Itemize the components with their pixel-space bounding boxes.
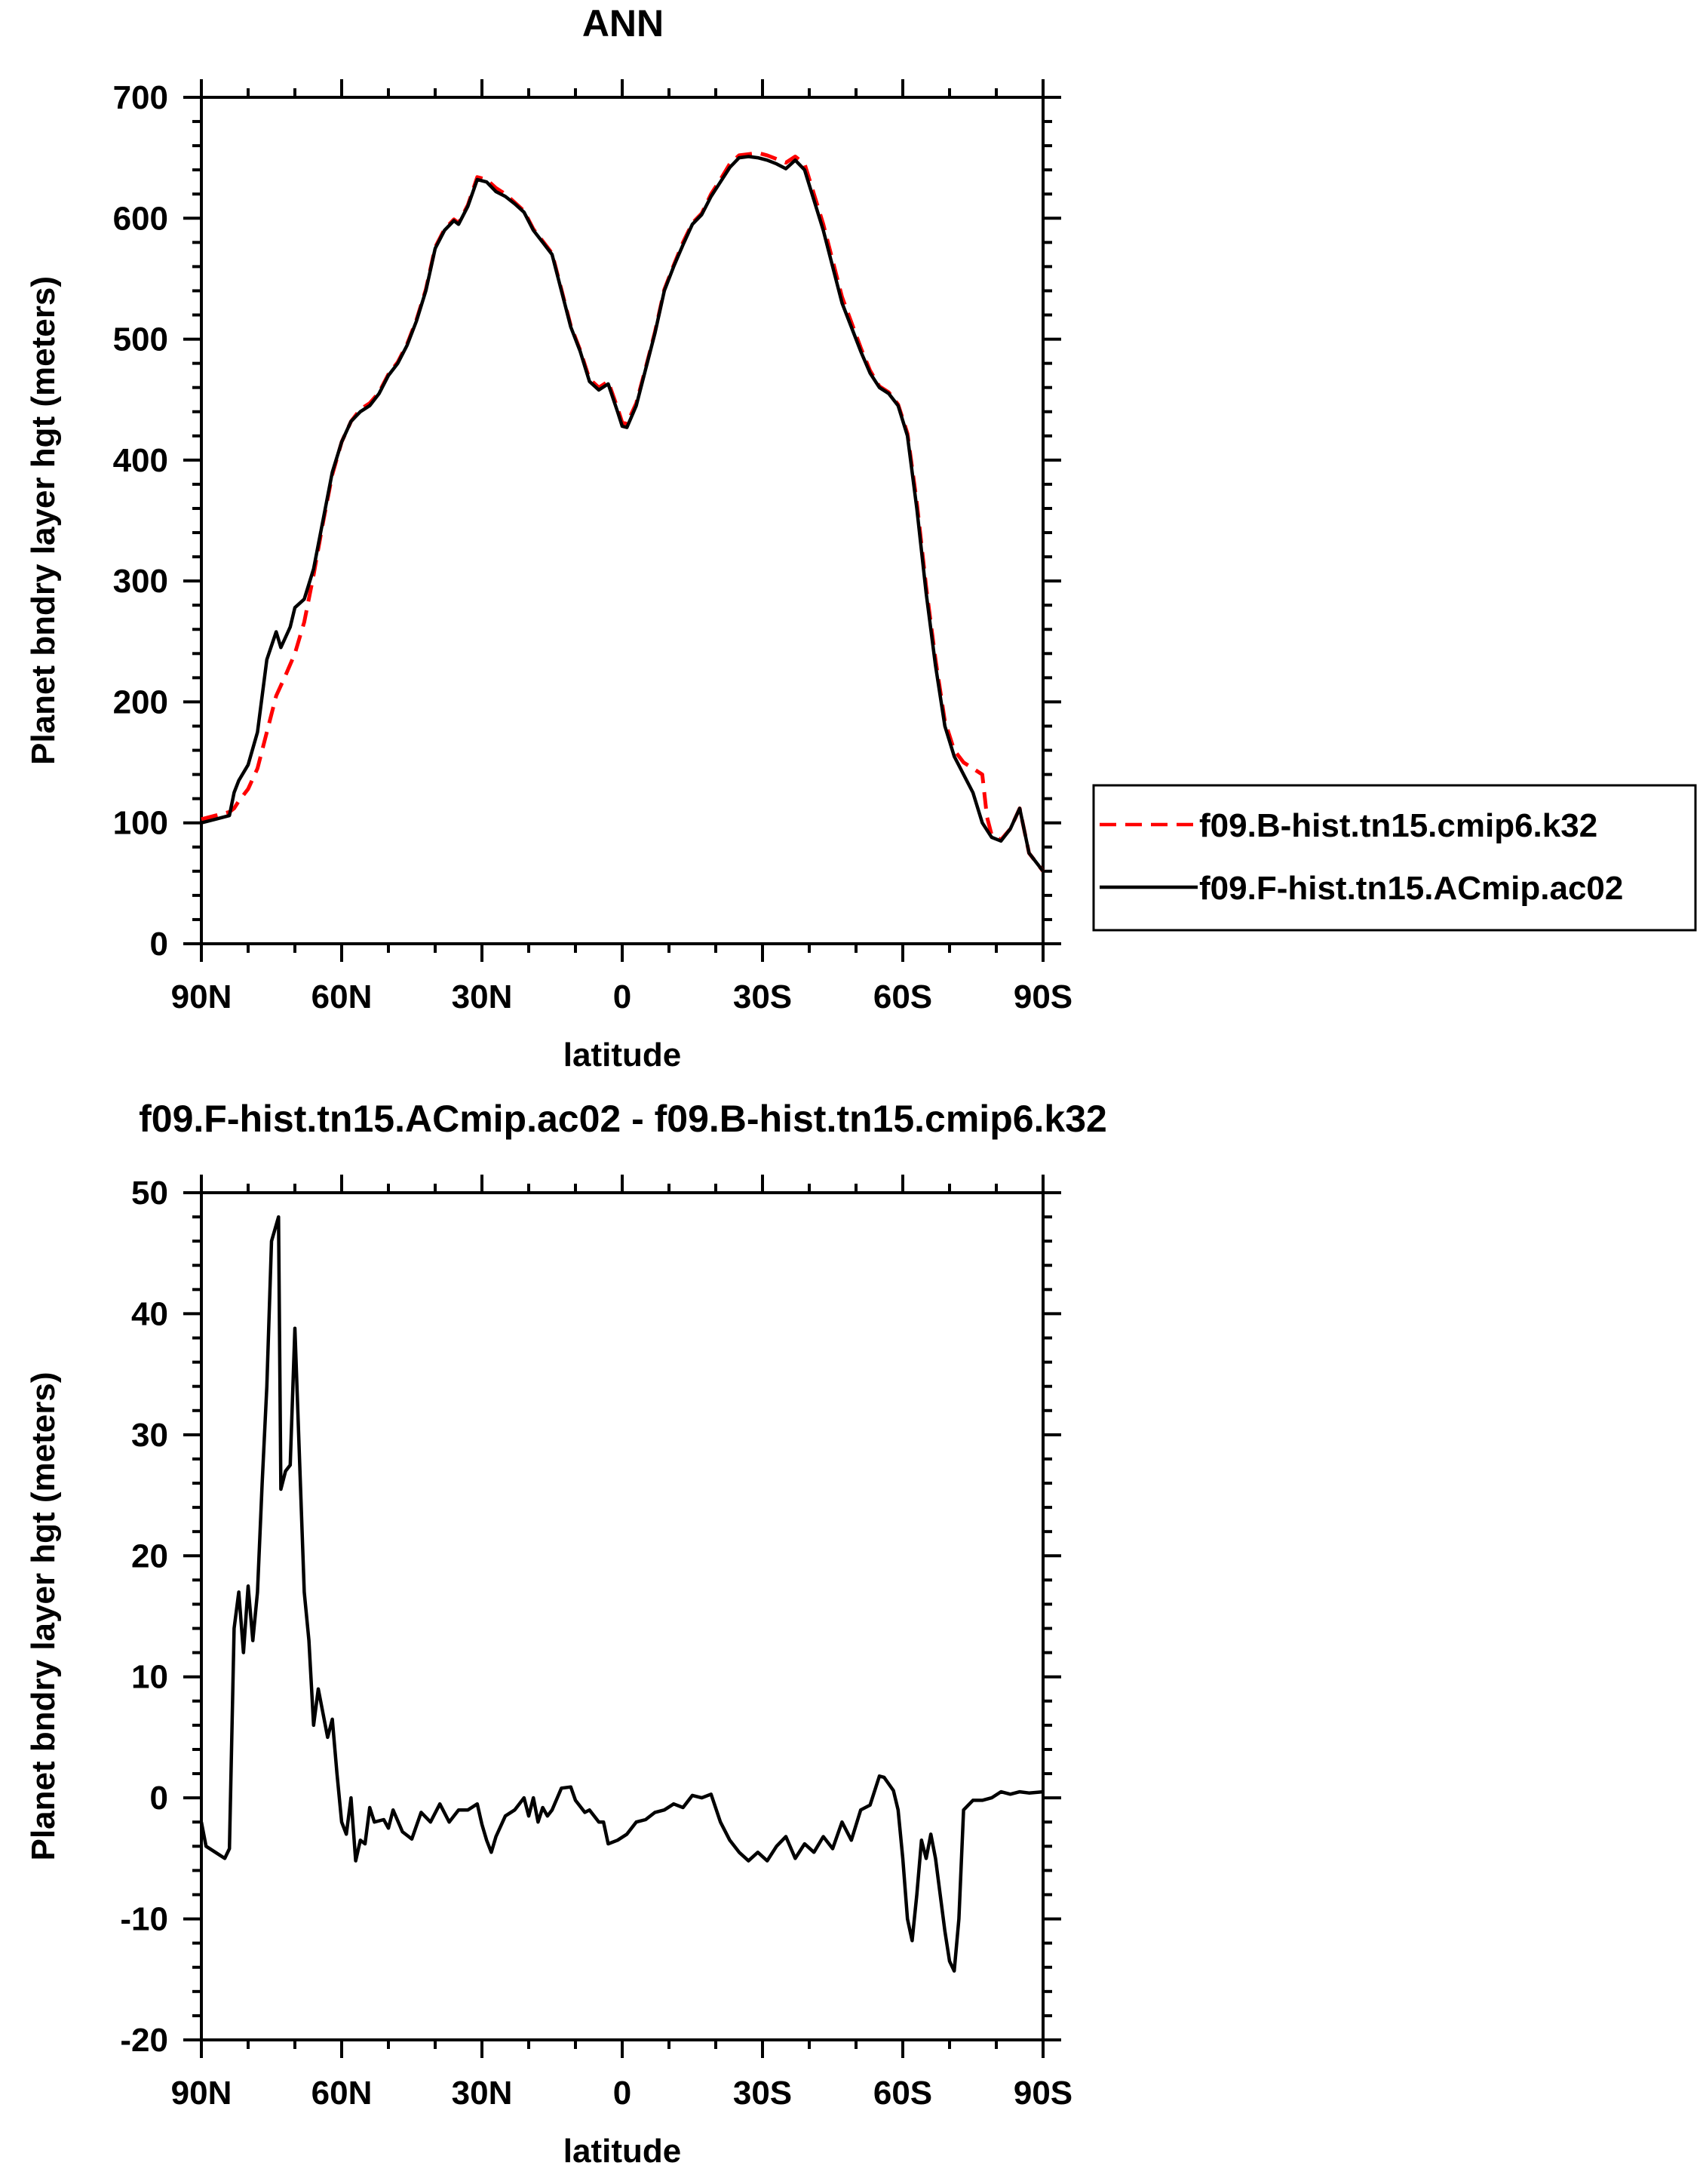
x-tick-label: 60N <box>311 978 373 1015</box>
y-tick-label: 20 <box>131 1537 168 1574</box>
x-tick-label: 30N <box>452 978 513 1015</box>
y-tick-label: 400 <box>113 442 168 479</box>
y-tick-label: 10 <box>131 1659 168 1696</box>
series-line-f-hist <box>201 155 1045 873</box>
y-tick-label: 40 <box>131 1295 168 1332</box>
legend: f09.B-hist.tn15.cmip6.k32 f09.F-hist.tn15… <box>1092 784 1697 932</box>
x-tick-label: 30S <box>733 2075 792 2112</box>
legend-label: f09.B-hist.tn15.cmip6.k32 <box>1199 807 1597 844</box>
y-tick-label: 700 <box>113 79 168 116</box>
y-tick-label: 50 <box>131 1175 168 1212</box>
y-tick-label: 0 <box>150 1780 168 1817</box>
x-tick-label: 60S <box>873 2075 932 2112</box>
y-tick-label: 0 <box>150 926 168 963</box>
y-tick-label: 30 <box>131 1417 168 1454</box>
x-tick-label: 90S <box>1014 978 1072 1015</box>
x-tick-label: 0 <box>613 978 631 1015</box>
top-plot: 90N 60N 30N 0 30S 60S 90S 0 100 200 300 400 500 600 70… <box>25 79 1072 1074</box>
x-tick-label: 60N <box>311 2075 373 2112</box>
x-tick-label: 30N <box>452 2075 513 2112</box>
plot-frame <box>200 1191 1045 2041</box>
top-chart-title: ANN <box>582 2 664 45</box>
bottom-chart-title: f09.F-hist.tn15.ACmip.ac02 - f09.B-hist.… <box>139 1098 1107 1140</box>
y-tick-label: 100 <box>113 805 168 842</box>
bottom-plot: 90N 60N 30N 0 30S 60S 90S -20 -10 0 10 20 30 40 50 lati… <box>25 1175 1072 2170</box>
x-tick-label: 90S <box>1014 2075 1072 2112</box>
y-axis-label: Planet bndry layer hgt (meters) <box>25 276 62 765</box>
y-tick-label: 300 <box>113 563 168 600</box>
series-line-difference <box>199 1215 1044 1973</box>
x-axis-label: latitude <box>563 2133 681 2170</box>
x-tick-label: 60S <box>873 978 932 1015</box>
y-tick-label: 600 <box>113 200 168 237</box>
x-tick-label: 0 <box>613 2075 631 2112</box>
y-tick-label: 500 <box>113 321 168 358</box>
y-tick-label: -10 <box>120 1901 168 1938</box>
x-tick-label: 30S <box>733 978 792 1015</box>
x-tick-label: 90N <box>171 978 232 1015</box>
legend-box <box>1092 784 1697 932</box>
legend-label: f09.F-hist.tn15.ACmip.ac02 <box>1199 870 1623 907</box>
y-axis-label: Planet bndry layer hgt (meters) <box>25 1372 62 1861</box>
x-axis-label: latitude <box>563 1037 681 1074</box>
y-tick-label: -20 <box>120 2022 168 2059</box>
y-tick-label: 200 <box>113 683 168 720</box>
x-tick-label: 90N <box>171 2075 232 2112</box>
